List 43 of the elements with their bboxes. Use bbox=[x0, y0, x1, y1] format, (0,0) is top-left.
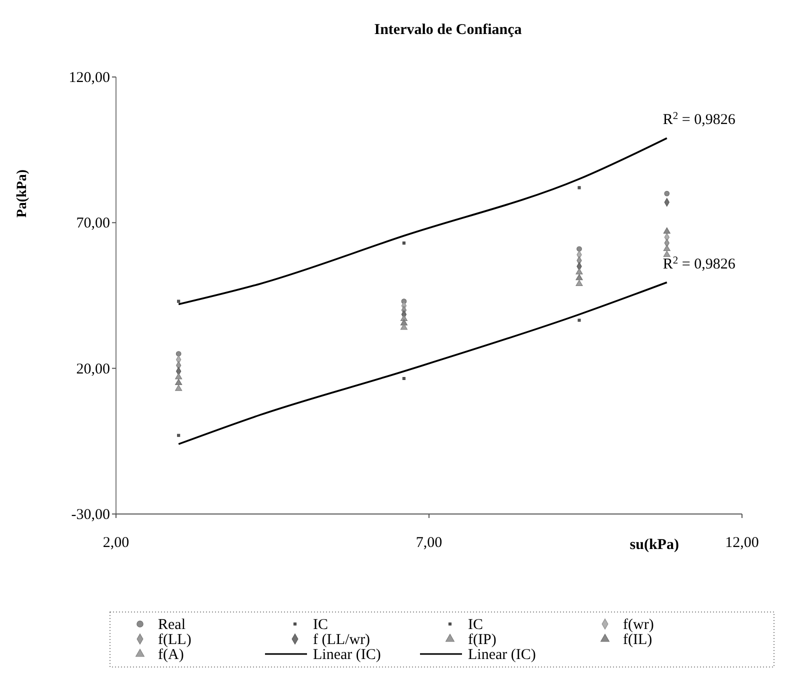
legend-label: IC bbox=[313, 617, 328, 633]
point bbox=[664, 190, 670, 196]
x-axis-title: su(kPa) bbox=[630, 537, 679, 553]
point bbox=[176, 351, 182, 356]
y-axis-title: Pa(kPa) bbox=[15, 169, 30, 218]
point bbox=[576, 246, 582, 252]
legend-label: Real bbox=[158, 617, 186, 633]
legend-label: f (LL/wr) bbox=[313, 632, 370, 648]
chart-title: Intervalo de Confiança bbox=[374, 22, 522, 38]
point bbox=[402, 377, 406, 380]
point bbox=[177, 434, 180, 437]
point bbox=[175, 373, 182, 380]
legend-label: f(wr) bbox=[623, 617, 654, 633]
x-tick-label: 2,00 bbox=[102, 535, 130, 551]
point bbox=[175, 378, 182, 386]
y-tick-label: 120,00 bbox=[68, 70, 110, 86]
y-tick-label: 70,00 bbox=[76, 216, 110, 232]
legend-label: f(LL) bbox=[158, 632, 192, 648]
y-tick-label: 20,00 bbox=[76, 361, 110, 378]
x-tick-label: 7,00 bbox=[416, 535, 442, 551]
point bbox=[400, 324, 408, 330]
y-tick-label: -30,00 bbox=[71, 507, 110, 523]
point bbox=[663, 244, 670, 252]
legend-label: f(A) bbox=[158, 647, 184, 663]
line-series bbox=[178, 281, 668, 445]
point bbox=[576, 274, 583, 280]
point bbox=[402, 242, 406, 245]
legend-label: Linear (IC) bbox=[313, 647, 381, 663]
point bbox=[175, 384, 182, 391]
point bbox=[663, 250, 670, 257]
annotation: R$^{2}$ = 0,9826 bbox=[662, 254, 736, 272]
point bbox=[576, 268, 583, 274]
legend-label: f(IL) bbox=[623, 632, 652, 648]
legend-label: Linear (IC) bbox=[468, 647, 536, 663]
x-tick-label: 12,00 bbox=[725, 535, 759, 551]
annotation: R$^{2}$ = 0,9826 bbox=[662, 110, 736, 128]
point bbox=[663, 227, 670, 234]
legend-label: IC bbox=[468, 617, 483, 633]
point bbox=[576, 280, 583, 286]
point bbox=[578, 318, 581, 322]
point bbox=[177, 300, 180, 303]
point bbox=[578, 186, 581, 190]
legend-label: f(IP) bbox=[468, 632, 496, 648]
